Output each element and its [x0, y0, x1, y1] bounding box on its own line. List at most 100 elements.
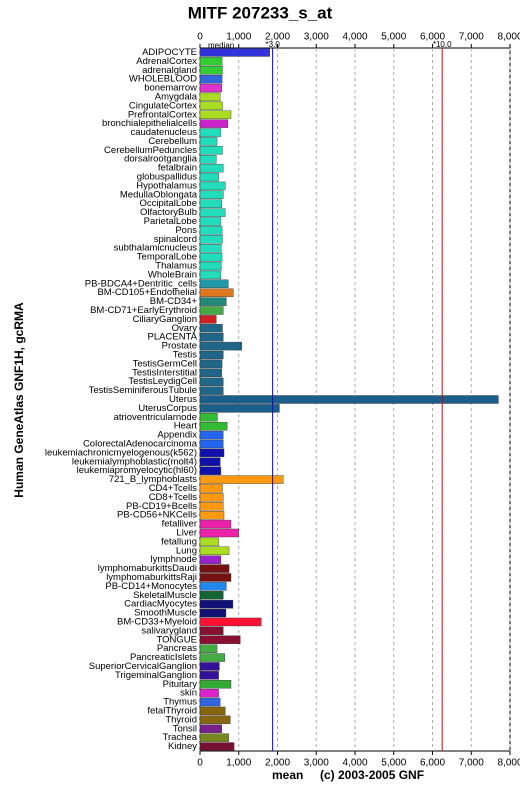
bar — [199, 261, 222, 271]
category-label: leukemiapromyelocytic(hl60) — [77, 465, 197, 476]
category-label: PB-CD19+Bcells — [126, 501, 197, 512]
category-label: PancreaticIslets — [130, 652, 197, 663]
bar — [199, 430, 224, 440]
category-label: Kidney — [168, 741, 197, 752]
bar — [199, 644, 218, 653]
bar — [199, 208, 226, 217]
category-label: OccipitalLobe — [139, 198, 197, 209]
bar — [199, 413, 218, 422]
category-label: CiliaryGanglion — [133, 314, 197, 325]
category-label: PB-CD14+Monocytes — [105, 581, 197, 592]
bar — [199, 448, 225, 458]
bar — [199, 537, 219, 547]
bar — [199, 421, 228, 431]
bar — [199, 172, 219, 182]
category-label: leukemialymphoblastic(molt4) — [72, 456, 197, 467]
bar — [199, 466, 222, 475]
bar — [199, 528, 239, 538]
category-label: Trachea — [163, 732, 198, 743]
bar — [199, 564, 230, 573]
x-tick-label: 2,000 — [265, 758, 290, 769]
bar — [199, 74, 223, 84]
category-label: CardiacMyocytes — [124, 599, 197, 610]
bar — [199, 475, 284, 484]
category-label: TemporalLobe — [137, 252, 197, 263]
bar — [199, 324, 223, 333]
bar — [199, 608, 227, 618]
bar — [199, 244, 222, 253]
y-axis-label: Human GeneAtlas GNF1H, gcRMA — [12, 302, 26, 498]
category-label: BM-CD33+Myeloid — [117, 616, 197, 627]
category-label: ColorectalAdenocarcinoma — [83, 439, 198, 450]
category-label: salivarygland — [142, 625, 197, 636]
category-label: PLACENTA — [148, 332, 198, 343]
bar — [199, 368, 222, 378]
bar — [199, 270, 222, 280]
category-label: Thalamus — [155, 261, 197, 272]
x-tick-label: 5,000 — [381, 32, 406, 43]
bar — [199, 502, 224, 511]
category-label: fetalliver — [162, 519, 197, 530]
bar — [199, 599, 234, 609]
category-label: lymphomaburkittsRaji — [106, 572, 197, 583]
bar — [199, 742, 235, 751]
category-label: Cerebellum — [148, 136, 197, 147]
category-label: spinalcord — [154, 234, 197, 245]
category-label: ParietalLobe — [144, 216, 197, 227]
bar — [199, 252, 223, 262]
bar — [199, 83, 222, 93]
reference-label: *3.0 — [266, 40, 281, 49]
x-tick-label: 7,000 — [459, 758, 484, 769]
bar — [199, 510, 225, 520]
bar — [199, 128, 222, 137]
bar — [199, 377, 224, 386]
x-tick-label: 0 — [197, 32, 203, 43]
category-label: PB-BDCA4+Dentritic_cells — [85, 278, 197, 289]
category-label: Testis — [173, 350, 198, 361]
bar — [199, 582, 227, 591]
category-label: Pancreas — [157, 643, 197, 654]
category-label: SuperiorCervicalGanglion — [89, 661, 197, 672]
bar — [199, 92, 221, 102]
x-tick-label: 3,000 — [304, 758, 329, 769]
bar — [199, 235, 223, 244]
category-label: skin — [180, 688, 197, 699]
bar — [199, 315, 217, 324]
x-tick-label: 8,000 — [497, 32, 520, 43]
bar — [199, 163, 224, 173]
category-label: BM-CD71+EarlyErythroid — [90, 305, 197, 316]
category-label: CingulateCortex — [129, 100, 197, 111]
bar — [199, 688, 219, 698]
category-label: Hypothalamus — [136, 180, 197, 191]
bar — [199, 359, 223, 369]
bar — [199, 386, 224, 395]
bar — [199, 715, 231, 725]
bar — [199, 306, 224, 315]
category-label: MedullaOblongata — [120, 189, 198, 200]
category-label: fetallung — [161, 536, 197, 547]
category-label: Pituitary — [163, 679, 198, 690]
x-tick-label: 0 — [197, 758, 203, 769]
category-label: Tonsil — [173, 723, 197, 734]
category-label: dorsalrootganglia — [124, 154, 198, 165]
bar — [199, 697, 221, 707]
bar — [199, 519, 232, 529]
category-label: adrenalgland — [142, 65, 197, 76]
category-label: 721_B_lymphoblasts — [109, 474, 197, 485]
category-label: WHOLEBLOOD — [129, 74, 197, 85]
bar — [199, 350, 224, 360]
bar — [199, 617, 262, 627]
bar — [199, 226, 223, 235]
x-tick-label: 7,000 — [459, 32, 484, 43]
category-label: lymphomaburkittsDaudi — [98, 563, 197, 574]
category-label: TestisLeydigCell — [128, 376, 197, 387]
category-label: leukemiachronicmyelogenous(k562) — [45, 447, 197, 458]
bar — [199, 680, 232, 689]
bar — [199, 341, 243, 351]
bar — [199, 181, 226, 191]
bar — [199, 573, 232, 582]
x-tick-label: 4,000 — [342, 758, 367, 769]
category-label: SmoothMuscle — [134, 608, 197, 619]
bar — [199, 155, 217, 164]
